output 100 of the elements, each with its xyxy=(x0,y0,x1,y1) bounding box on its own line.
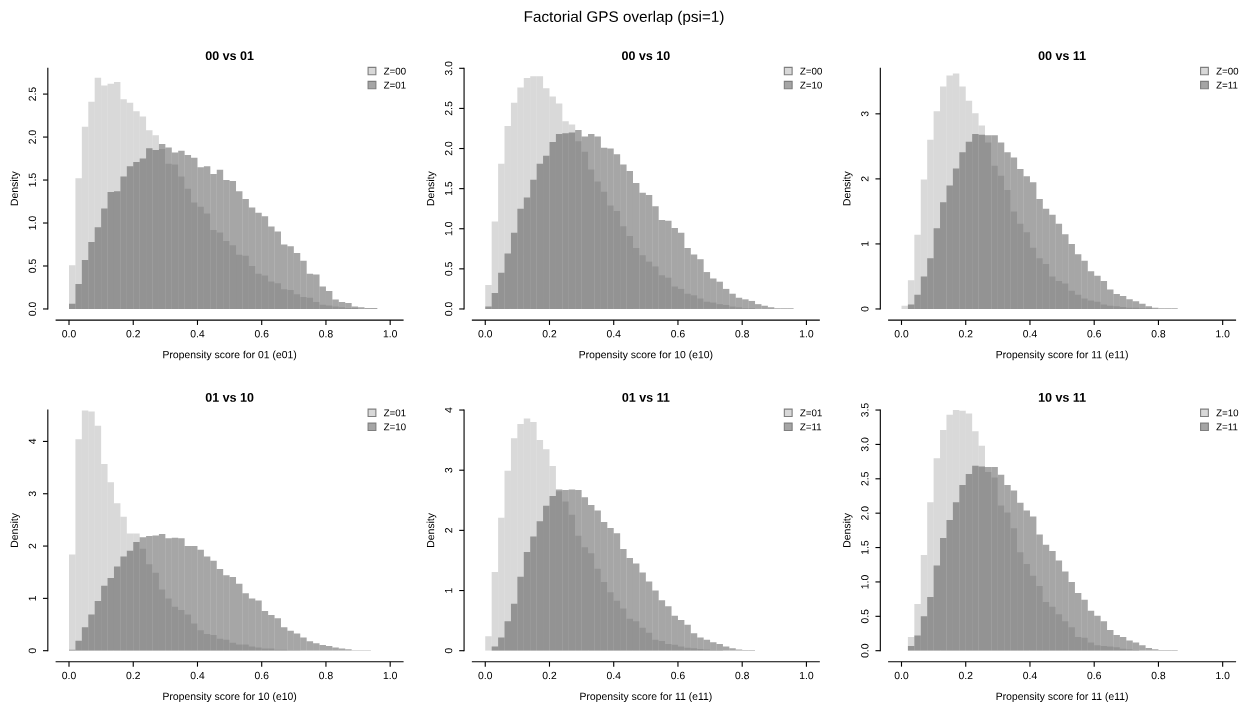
x-tick-label: 0.2 xyxy=(126,671,140,680)
x-axis-title: Propensity score for 01 (e01) xyxy=(163,350,297,361)
y-tick-label: 4 xyxy=(28,438,36,445)
chart-title: 01 vs 11 xyxy=(622,392,670,402)
x-tick-label: 0.2 xyxy=(542,671,557,680)
x-tick-label: 0.4 xyxy=(1023,330,1037,338)
y-tick-label: 1.0 xyxy=(861,575,869,589)
legend-label: Z=01 xyxy=(800,409,822,417)
x-tick-label: 0.8 xyxy=(735,671,749,680)
y-tick-label: 2.0 xyxy=(861,506,869,520)
y-axis-title: Density xyxy=(10,171,21,206)
y-axis-title: Density xyxy=(10,513,21,547)
y-tick-label: 4 xyxy=(445,407,453,413)
legend-label: Z=10 xyxy=(1216,409,1239,417)
legend-label: Z=11 xyxy=(1216,81,1238,89)
y-tick-label: 0.5 xyxy=(444,262,453,276)
y-tick-label: 0 xyxy=(861,306,869,312)
y-tick-label: 1 xyxy=(861,241,869,247)
y-tick-label: 1.5 xyxy=(445,181,453,196)
legend-label: Z=00 xyxy=(1216,67,1239,75)
x-tick-label: 0.6 xyxy=(254,330,269,338)
legend-label: Z=11 xyxy=(800,423,822,431)
chart-title: 00 vs 10 xyxy=(622,51,670,61)
x-tick-label: 0.8 xyxy=(1151,330,1166,338)
y-tick-label: 3.0 xyxy=(444,61,453,76)
x-tick-label: 1.0 xyxy=(383,330,398,338)
x-axis-title: Propensity score for 10 (e10) xyxy=(579,350,713,361)
legend-label: Z=01 xyxy=(383,81,406,89)
text: Factorial GPS overlap (psi=1) xyxy=(524,10,724,26)
legend-label: Z=11 xyxy=(1216,423,1238,431)
y-tick-label: 0.0 xyxy=(861,643,869,658)
y-tick-label: 2.5 xyxy=(861,471,869,486)
x-tick-label: 0.0 xyxy=(62,671,76,680)
x-tick-label: 0.0 xyxy=(478,671,493,680)
x-tick-label: 0.8 xyxy=(319,671,333,680)
chart-title: 00 vs 01 xyxy=(205,51,254,61)
x-tick-label: 0.6 xyxy=(1087,671,1101,680)
y-tick-label: 1.5 xyxy=(861,540,869,554)
x-axis-title: Propensity score for 11 (e11) xyxy=(996,350,1128,361)
y-tick-label: 3 xyxy=(28,491,37,497)
chart-title: 10 vs 11 xyxy=(1038,392,1086,402)
y-tick-label: 0 xyxy=(28,648,37,654)
x-tick-label: 0.8 xyxy=(735,330,749,338)
y-tick-label: 1 xyxy=(28,595,36,601)
y-tick-label: 2.0 xyxy=(28,130,37,144)
x-tick-label: 0.0 xyxy=(894,671,909,680)
legend-label: Z=00 xyxy=(800,67,822,75)
y-tick-label: 3 xyxy=(444,467,453,473)
x-tick-label: 0.0 xyxy=(62,330,76,338)
y-tick-label: 2.5 xyxy=(28,87,37,101)
y-axis-title: Density xyxy=(426,171,437,206)
x-tick-label: 0.2 xyxy=(542,330,557,338)
y-tick-label: 0.0 xyxy=(444,302,453,316)
x-tick-label: 0.6 xyxy=(254,671,269,680)
x-tick-label: 0.6 xyxy=(671,671,685,680)
x-tick-label: 1.0 xyxy=(799,330,814,338)
y-tick-label: 3 xyxy=(861,111,869,117)
y-tick-label: 0.0 xyxy=(28,302,37,316)
x-tick-label: 0.6 xyxy=(1087,330,1101,338)
x-tick-label: 1.0 xyxy=(1216,671,1230,680)
y-tick-label: 2 xyxy=(444,527,453,533)
legend-label: Z=01 xyxy=(383,409,406,417)
x-tick-label: 0.4 xyxy=(606,330,621,338)
y-tick-label: 2 xyxy=(861,176,869,182)
x-tick-label: 0.4 xyxy=(1023,671,1037,680)
x-tick-label: 0.8 xyxy=(1151,671,1166,680)
x-tick-label: 0.8 xyxy=(319,330,333,338)
x-tick-label: 0.2 xyxy=(126,330,140,338)
y-tick-label: 0.5 xyxy=(861,609,869,624)
y-tick-label: 0 xyxy=(444,648,453,654)
y-tick-label: 2.0 xyxy=(444,141,453,156)
x-tick-label: 0.2 xyxy=(958,671,973,680)
x-tick-label: 0.4 xyxy=(190,330,205,338)
chart-title: 00 vs 11 xyxy=(1038,51,1086,61)
legend-label: Z=10 xyxy=(800,81,822,89)
x-tick-label: 1.0 xyxy=(383,671,398,680)
chart-title: 01 vs 10 xyxy=(205,392,254,402)
x-tick-label: 0.6 xyxy=(671,330,685,338)
x-axis-title: Propensity score for 10 (e10) xyxy=(163,692,297,703)
x-tick-label: 1.0 xyxy=(1216,330,1230,338)
x-axis-title: Propensity score for 11 (e11) xyxy=(580,692,712,703)
y-tick-label: 1.0 xyxy=(28,216,37,230)
y-tick-label: 1.5 xyxy=(28,173,37,187)
x-tick-label: 0.2 xyxy=(958,330,973,338)
y-tick-label: 0.5 xyxy=(28,259,37,273)
x-tick-label: 0.4 xyxy=(606,671,621,680)
x-tick-label: 0.0 xyxy=(478,330,493,338)
y-axis-title: Density xyxy=(842,513,853,547)
y-axis-title: Density xyxy=(842,171,853,206)
legend-label: Z=10 xyxy=(383,423,406,431)
y-tick-label: 1 xyxy=(445,588,453,593)
y-axis-title: Density xyxy=(426,513,437,547)
y-tick-label: 3.0 xyxy=(861,437,869,452)
x-axis-title: Propensity score for 11 (e11) xyxy=(996,692,1128,703)
x-tick-label: 0.0 xyxy=(894,330,909,338)
y-tick-label: 2.5 xyxy=(444,101,453,116)
x-tick-label: 1.0 xyxy=(799,671,814,680)
legend-label: Z=00 xyxy=(383,67,406,75)
y-tick-label: 3.5 xyxy=(861,403,869,417)
x-tick-label: 0.4 xyxy=(190,671,205,680)
